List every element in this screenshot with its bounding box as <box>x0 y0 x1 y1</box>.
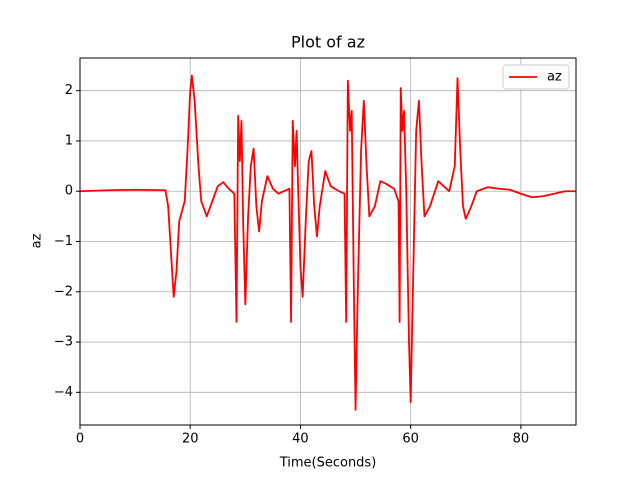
x-tick-label: 20 <box>182 432 199 447</box>
y-tick-label: 2 <box>65 83 73 98</box>
y-tick-label: −1 <box>54 234 73 249</box>
data-line <box>79 74 576 411</box>
x-axis-label: Time(Seconds) <box>279 456 377 471</box>
y-axis-label: az <box>30 233 45 248</box>
plot-frame <box>79 57 577 426</box>
x-tick-label: 80 <box>513 432 530 447</box>
y-tick-label: 1 <box>65 133 73 148</box>
y-tick-label: −4 <box>54 385 73 400</box>
x-tick-label: 40 <box>292 432 309 447</box>
x-tick-label: 60 <box>402 432 419 447</box>
y-tick-label: −3 <box>54 335 73 350</box>
x-tick-label: 0 <box>76 432 84 447</box>
chart-title: Plot of az <box>291 33 365 52</box>
y-tick-label: 0 <box>65 184 73 199</box>
legend-label: az <box>547 70 562 85</box>
y-tick-label: −2 <box>54 284 73 299</box>
